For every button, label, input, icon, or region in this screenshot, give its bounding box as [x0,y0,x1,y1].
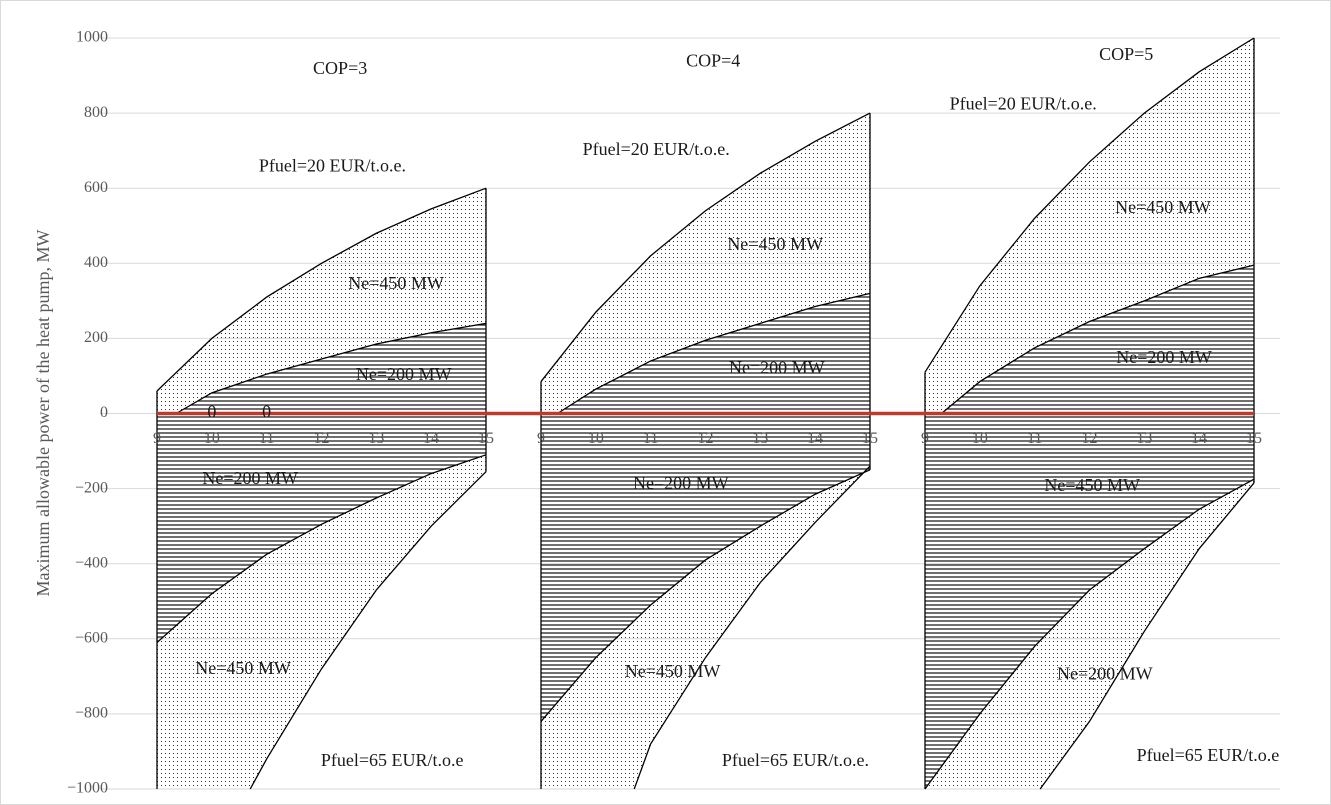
curve [175,322,487,415]
y-tick-label: −1000 [67,780,108,797]
annotation: Ne=450 MW [727,234,823,254]
annotation: Pfuel=20 EUR/t.o.e. [259,155,406,175]
region [557,293,870,414]
curve [156,187,487,392]
y-tick-label: 0 [100,404,108,421]
region [941,265,1254,414]
annotation: 0 [207,402,216,422]
region [925,413,1254,789]
x-tick-label: 15 [478,430,494,447]
y-axis-label: Maximum allowable power of the heat pump… [33,230,53,597]
region [157,454,486,789]
y-tick-label: 600 [84,179,108,196]
curve [941,264,1255,414]
curve [540,112,871,382]
region [541,413,870,722]
x-tick-label: 15 [1246,430,1262,447]
annotation: COP=5 [1099,44,1153,64]
y-tick-label: −400 [75,554,108,571]
annotation: Ne=450 MW [1115,197,1211,217]
x-tick-label: 10 [588,430,604,447]
y-tick-label: −800 [75,705,108,722]
annotation: Pfuel=20 EUR/t.o.e. [950,93,1097,113]
y-tick-label: 800 [84,104,108,121]
x-tick-label: 9 [153,430,161,447]
region [925,479,1254,789]
plot-area [156,37,1255,790]
y-tick-label: −600 [75,629,108,646]
x-tick-label: 12 [698,430,714,447]
region [925,38,1254,414]
annotation: Pfuel=65 EUR/t.o.e [321,750,464,770]
curve [540,469,871,722]
annotation: Ne=450 MW [1044,475,1140,495]
y-tick-label: −200 [75,479,108,496]
curve [924,37,1255,373]
curve [1039,482,1255,790]
region [157,413,486,643]
region [176,323,487,414]
annotation: Ne=200 MW [356,364,452,384]
x-tick-label: 11 [643,430,658,447]
curve [249,471,487,790]
x-tick-label: 11 [259,430,274,447]
curve [156,454,487,644]
region [541,113,870,414]
y-tick-label: 400 [84,254,108,271]
curve [633,465,871,790]
annotation: Ne=200 MW [1057,663,1153,683]
x-tick-label: 11 [1027,430,1042,447]
annotation: Pfuel=65 EUR/t.o.e. [722,750,869,770]
annotation: Ne=200 MW [202,468,298,488]
annotation: Ne=200 MW [1116,347,1212,367]
x-tick-label: 14 [1191,430,1207,447]
y-tick-label: 200 [84,329,108,346]
annotation: COP=3 [313,58,367,78]
x-tick-label: 10 [972,430,988,447]
curve [557,292,871,415]
annotation: Ne=450 MW [625,661,721,681]
x-tick-label: 15 [862,430,878,447]
region [541,466,870,789]
x-tick-label: 9 [537,430,545,447]
annotation: Ne=200 MW [729,358,825,378]
annotation: Pfuel=65 EUR/t.o.e [1137,745,1280,765]
annotation: Pfuel=20 EUR/t.o.e. [583,139,730,159]
annotation: 0 [262,402,271,422]
x-tick-label: 13 [1136,430,1152,447]
x-tick-label: 12 [1082,430,1098,447]
annotation: Ne=450 MW [348,273,444,293]
annotation: Ne=450 MW [195,658,291,678]
x-tick-label: 14 [807,430,823,447]
y-tick-label: 1000 [76,29,108,46]
annotation: COP=4 [686,51,740,71]
curve [924,478,1255,790]
annotation: Ne=200 MW [633,473,729,493]
x-tick-label: 13 [368,430,384,447]
x-tick-label: 10 [204,430,220,447]
region [157,188,486,414]
x-tick-label: 9 [921,430,929,447]
x-tick-label: 14 [423,430,439,447]
x-tick-label: 13 [752,430,768,447]
x-tick-label: 12 [314,430,330,447]
